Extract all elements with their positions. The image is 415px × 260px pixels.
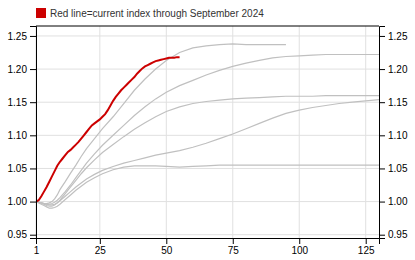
axis-line xyxy=(30,27,37,239)
tick: 1.25 xyxy=(379,31,408,42)
lines xyxy=(36,44,379,208)
tick-mark xyxy=(379,135,385,136)
tick: 1.05 xyxy=(379,163,408,174)
tick: 1.10 xyxy=(379,130,408,141)
tick-label: 1 xyxy=(34,245,40,256)
tick-mark xyxy=(100,238,101,244)
tick-mark xyxy=(379,202,385,203)
tick-label: 1.25 xyxy=(8,31,28,42)
tick: 1.25 xyxy=(8,31,36,42)
tick-label: 1.10 xyxy=(388,130,408,141)
tick: 100 xyxy=(291,238,308,256)
grid-line-x xyxy=(365,26,366,238)
tick: 1.00 xyxy=(8,196,36,207)
tick-mark xyxy=(366,238,367,244)
tick-mark xyxy=(30,202,36,203)
legend-item: Red line=current index through September… xyxy=(36,8,264,19)
tick: 0.95 xyxy=(8,229,36,240)
tick-label: 50 xyxy=(161,245,173,256)
tick-mark xyxy=(379,168,385,169)
tick: 1.15 xyxy=(379,97,408,108)
tick-label: 125 xyxy=(358,245,375,256)
tick: 125 xyxy=(358,238,375,256)
tick: 1.10 xyxy=(8,130,36,141)
tick: 25 xyxy=(95,238,107,256)
grid-line-x xyxy=(232,26,233,238)
tick-label: 1.15 xyxy=(8,97,28,108)
tick: 50 xyxy=(161,238,173,256)
context-line xyxy=(36,96,379,207)
tick: 75 xyxy=(228,238,240,256)
tick: 1.20 xyxy=(8,64,36,75)
grid-line-y xyxy=(36,168,379,169)
tick-label: 1.25 xyxy=(388,31,408,42)
tick: 1.20 xyxy=(379,64,408,75)
tick-label: 0.95 xyxy=(8,229,28,240)
axis-line xyxy=(37,239,380,245)
tick: 1.00 xyxy=(379,196,408,207)
tick-mark xyxy=(379,36,385,37)
tick-label: 1.00 xyxy=(388,196,408,207)
legend-swatch xyxy=(36,8,46,18)
plot: 12550751001250.951.001.051.101.151.201.2… xyxy=(8,26,408,256)
tick-mark xyxy=(379,235,385,236)
tick-label: 1.05 xyxy=(8,163,28,174)
tick-label: 1.10 xyxy=(8,130,28,141)
chart: 12550751001250.951.001.051.101.151.201.2… xyxy=(0,0,415,260)
tick: 1 xyxy=(34,238,40,256)
tick: 1.05 xyxy=(8,163,36,174)
tick-mark xyxy=(30,135,36,136)
tick-mark xyxy=(299,238,300,244)
tick-label: 1.20 xyxy=(388,64,408,75)
tick-mark xyxy=(30,102,36,103)
tick-mark xyxy=(30,69,36,70)
tick-mark xyxy=(379,69,385,70)
legend: Red line=current index through September… xyxy=(36,8,264,19)
axis-line xyxy=(380,27,386,239)
tick-label: 75 xyxy=(228,245,240,256)
tick-label: 1.15 xyxy=(388,97,408,108)
grid-line-x xyxy=(299,26,300,238)
tick-label: 25 xyxy=(95,245,107,256)
context-line xyxy=(36,44,286,204)
grid-line-y xyxy=(36,234,379,235)
x-axis: 1255075100125 xyxy=(34,238,380,256)
grid-line-y xyxy=(36,35,379,36)
highlight-line xyxy=(36,57,180,201)
frame xyxy=(36,26,379,27)
grid-line-y xyxy=(36,69,379,70)
tick-mark xyxy=(30,235,36,236)
y2-axis: 0.95 1.00 1.05 1.10 1.15 1.20 1.25 xyxy=(379,27,408,241)
context-line xyxy=(36,100,379,205)
tick-mark xyxy=(30,168,36,169)
tick-mark xyxy=(30,36,36,37)
tick: 0.95 xyxy=(379,229,408,240)
tick-label: 100 xyxy=(291,245,308,256)
tick-mark xyxy=(233,238,234,244)
grid-line-y xyxy=(36,201,379,202)
tick: 1.15 xyxy=(8,97,36,108)
tick-mark xyxy=(166,238,167,244)
y-axis: 0.95 1.00 1.05 1.10 1.15 1.20 1.25 xyxy=(8,27,37,241)
tick-label: 1.05 xyxy=(388,163,408,174)
legend-label: Red line=current index through September… xyxy=(50,8,264,19)
grid-line-y xyxy=(36,135,379,136)
tick-label: 0.95 xyxy=(388,229,408,240)
context-line xyxy=(36,165,379,208)
tick-label: 1.20 xyxy=(8,64,28,75)
chart-container: 12550751001250.951.001.051.101.151.201.2… xyxy=(0,0,415,260)
tick-label: 1.00 xyxy=(8,196,28,207)
tick-mark xyxy=(379,102,385,103)
grid xyxy=(36,26,379,238)
